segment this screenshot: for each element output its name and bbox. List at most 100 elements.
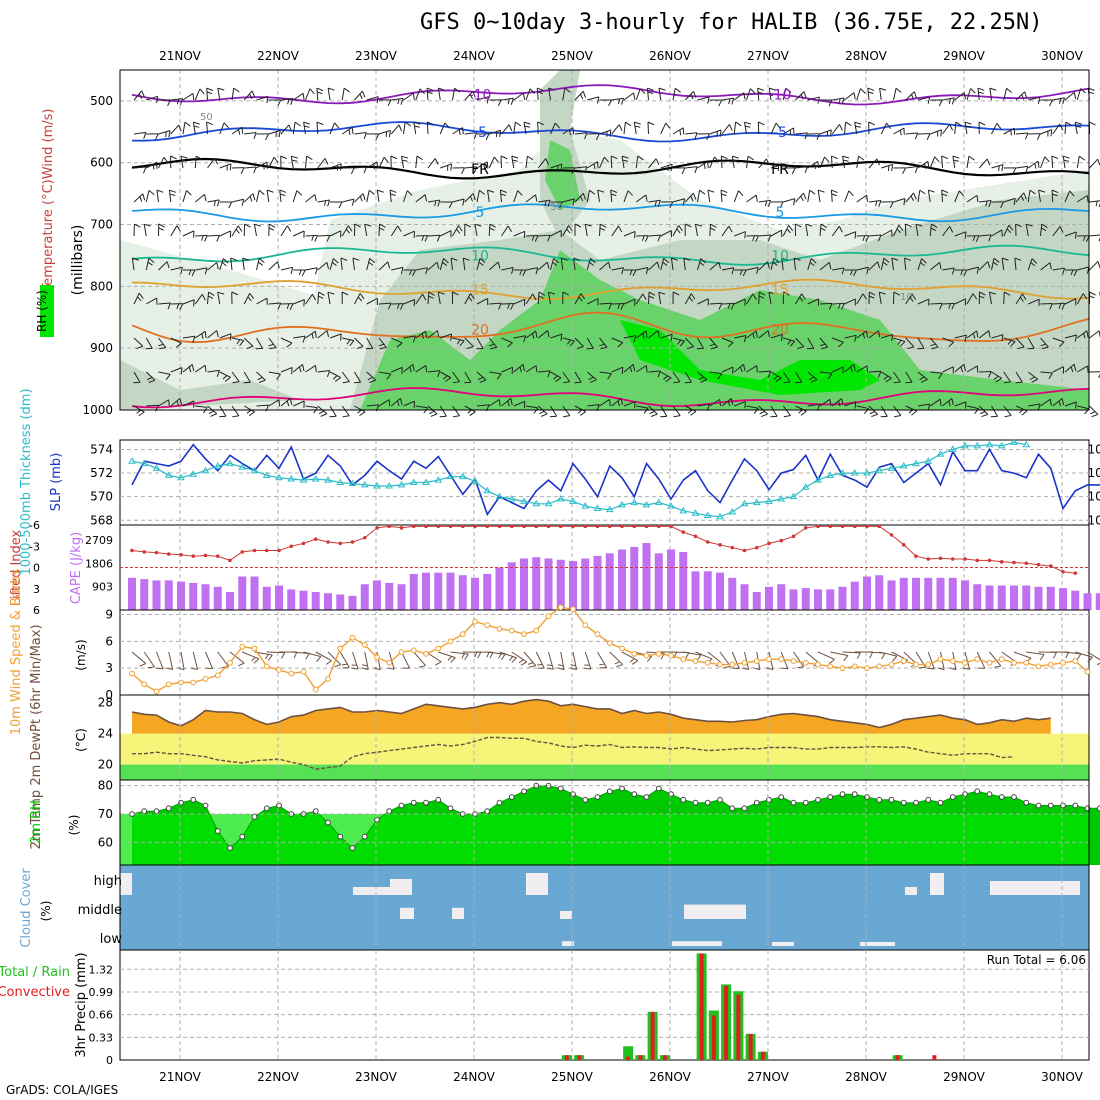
barb-staff [807,371,818,380]
barb-feather [1059,98,1062,104]
upper-wind-barb [768,291,776,305]
barb-staff [942,97,955,101]
li-marker [142,550,147,554]
upper-wind-barb [1076,88,1086,101]
cape-bar [1046,586,1055,610]
barb-feather [902,167,906,175]
barb-feather [412,364,415,372]
cape-bar [618,549,626,610]
li-marker [485,524,490,529]
temp-unit: (°C) [74,728,88,752]
barb-feather [254,223,261,227]
barb-feather [303,230,305,238]
surface-wind-barb [535,651,545,669]
barb-staff [807,403,820,407]
barb-feather [316,87,324,92]
barb-feather [490,346,497,350]
barb-staff [1040,371,1053,374]
rh2m-marker [962,791,968,798]
barb-feather [996,122,1002,129]
barb-feather [913,91,917,99]
barb-staff [830,189,833,203]
upper-wind-barb [991,371,1002,383]
barb-staff [978,158,988,169]
date-label-bottom: 21NOV [159,1070,201,1084]
barb-staff [746,156,749,169]
upper-wind-barb [758,199,772,207]
barb-staff [464,166,477,169]
thickness-marker [250,466,259,474]
barb-feather [507,400,510,407]
barb-feather [791,167,796,175]
upper-wind-barb [782,405,791,418]
upper-wind-barb [893,167,906,175]
barb-feather [781,257,789,261]
upper-wind-barb [1027,160,1040,169]
upper-wind-barb [991,257,1000,271]
barb-feather [456,339,461,345]
barb-feather [931,223,938,229]
upper-wind-barb [880,257,890,271]
barb-feather [924,163,927,169]
barb-feather [278,399,281,407]
barb-staff [574,371,582,383]
upper-wind-barb [1003,405,1012,418]
wind-speed-marker [325,675,331,682]
upper-wind-barb [721,225,733,237]
li-marker [411,524,416,529]
barb-staff [143,651,155,668]
upper-wind-barb [378,302,392,310]
barb-feather [707,96,710,104]
thickness-marker [385,482,394,489]
upper-wind-barb [1028,133,1041,140]
barb-feather [167,302,171,310]
barb-feather [885,377,892,383]
rh-area-green [545,140,580,210]
barb-feather [557,667,565,671]
barb-feather [800,94,804,100]
barb-staff [452,225,459,237]
barb-feather [787,339,792,345]
barb-feather [767,370,772,378]
surface-wind-barb [303,651,322,662]
barb-staff [856,194,867,203]
barb-feather [267,654,273,661]
barb-staff [317,370,330,373]
barb-staff [611,398,622,407]
upper-wind-barb [684,223,692,237]
upper-wind-barb [231,198,245,206]
barb-feather [412,93,415,100]
barb-feather [622,159,629,162]
li-marker [742,548,747,553]
barb-staff [941,189,943,203]
barb-feather [1024,91,1028,99]
barb-feather [1070,366,1074,373]
barb-staff [697,161,708,169]
barb-staff [501,337,513,344]
barb-feather [139,663,146,667]
barb-feather [413,121,421,125]
barb-feather [977,87,985,91]
upper-wind-barb [256,189,265,203]
barb-feather [757,91,764,95]
upper-wind-barb [917,337,925,350]
barb-feather [255,347,263,350]
li-marker [571,524,575,529]
barb-feather [732,367,734,374]
barb-staff [881,334,893,339]
precip-convective-bar [711,1015,716,1060]
upper-wind-barb [844,334,857,342]
barb-feather [1004,414,1012,418]
barb-feather [948,303,951,309]
cape-bar [961,580,969,610]
barb-feather [819,343,826,347]
barb-feather [992,261,998,266]
upper-wind-barb [720,189,728,203]
barb-feather [994,665,1001,668]
upper-wind-barb [426,87,434,101]
barb-feather [458,225,463,232]
barb-feather [678,225,683,232]
barb-staff [341,371,350,382]
barb-feather [147,261,153,266]
upper-wind-barb [795,91,807,101]
